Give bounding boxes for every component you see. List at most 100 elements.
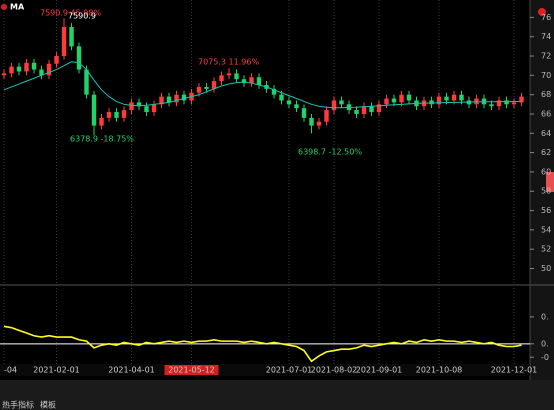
candle-body xyxy=(279,94,284,101)
candle-body xyxy=(316,121,322,126)
candle-body xyxy=(369,106,374,113)
candle-body xyxy=(444,96,449,101)
candle-body xyxy=(136,102,142,107)
price-marker xyxy=(546,172,554,192)
price-tick-label: 56 xyxy=(541,206,551,215)
price-tick-label: 50 xyxy=(541,264,551,273)
candle-body xyxy=(496,100,502,107)
candle-body xyxy=(121,110,127,118)
price-tick-label: 58 xyxy=(541,187,551,196)
candle-body xyxy=(129,102,134,111)
candle-body xyxy=(61,27,67,57)
candle-body xyxy=(181,94,187,101)
candle-body xyxy=(39,69,44,76)
price-tick-label: 64 xyxy=(541,129,551,138)
candle-body xyxy=(54,56,59,64)
date-label: 2021-02-01 xyxy=(33,366,80,375)
candle-body xyxy=(174,94,179,103)
candle-body xyxy=(511,102,517,105)
candle-body xyxy=(166,96,172,103)
candle-body xyxy=(399,94,404,103)
candle-body xyxy=(504,100,509,105)
price-tick-label: 72 xyxy=(541,52,551,61)
osc-line xyxy=(3,325,522,363)
candle-body xyxy=(391,98,397,103)
candle-body xyxy=(204,86,209,89)
price-tick-label: 76 xyxy=(541,13,551,22)
candle-body xyxy=(249,77,254,84)
date-label: 2021-12-01 xyxy=(491,366,538,375)
candle-body xyxy=(324,110,329,122)
price-annotation: 6398.7 -12.50% xyxy=(298,148,362,157)
candle-body xyxy=(436,96,442,105)
date-axis xyxy=(0,364,530,376)
date-label: -04 xyxy=(4,366,17,375)
date-label: 2021-05-12 xyxy=(168,366,215,375)
candle-body xyxy=(159,96,164,105)
alert-icon[interactable] xyxy=(538,8,546,16)
candle-body xyxy=(226,73,232,76)
candle-body xyxy=(406,94,412,101)
candle-body xyxy=(376,104,382,113)
candle-body xyxy=(1,73,7,76)
date-label: 2021-09-01 xyxy=(356,366,403,375)
candle-body xyxy=(361,106,367,114)
candle-body xyxy=(429,100,434,105)
candle-body xyxy=(489,104,494,107)
price-tick-label: 60 xyxy=(541,167,551,176)
price-annotation: 7590.9 xyxy=(68,12,96,21)
date-label: 2021-10-08 xyxy=(416,366,463,375)
candle-body xyxy=(459,94,464,101)
candle-body xyxy=(91,94,97,126)
candle-body xyxy=(234,73,239,80)
candle-body xyxy=(106,112,112,118)
price-tick-label: 62 xyxy=(541,148,551,157)
candle-body xyxy=(31,62,37,70)
osc-tick-label: 0. xyxy=(541,339,549,348)
candle-body xyxy=(354,110,359,114)
candle-body xyxy=(9,66,14,74)
tab-bar xyxy=(0,380,554,410)
candle-body xyxy=(211,81,217,89)
price-annotation: 7590.9 45.98% xyxy=(40,9,101,18)
candle-body xyxy=(451,94,457,101)
candle-body xyxy=(99,117,104,126)
tab[interactable]: 热手指标 xyxy=(2,400,34,410)
candle-body xyxy=(144,106,149,113)
candle-body xyxy=(24,62,29,72)
cursor-date-box xyxy=(164,365,219,375)
price-tick-label: 52 xyxy=(541,245,551,254)
price-annotation: 6378.9 -18.75% xyxy=(70,135,134,144)
candle-body xyxy=(151,104,157,113)
candle-body xyxy=(69,27,74,47)
candle-body xyxy=(84,69,89,95)
candle-body xyxy=(339,100,344,105)
candle-body xyxy=(114,112,119,118)
date-label: 2021-04-01 xyxy=(108,366,155,375)
date-label: 2021-08-02 xyxy=(311,366,358,375)
candle-body xyxy=(219,75,224,82)
candle-body xyxy=(331,100,337,111)
candle-body xyxy=(196,86,202,93)
candle-body xyxy=(16,66,22,72)
osc-tick-label: 0. xyxy=(541,312,549,321)
price-annotation: 7075.3 11.96% xyxy=(198,58,259,67)
candle-body xyxy=(76,46,82,70)
tab[interactable]: 模板 xyxy=(40,400,56,410)
candle-body xyxy=(46,63,52,76)
osc-tick-label: -0 xyxy=(541,353,549,362)
price-tick-label: 74 xyxy=(541,32,551,41)
candle-body xyxy=(241,79,247,84)
candle-body xyxy=(294,104,299,109)
candle-body xyxy=(271,88,277,95)
candle-body xyxy=(256,77,262,85)
price-tick-label: 54 xyxy=(541,225,551,234)
ma-line xyxy=(3,61,522,109)
price-tick-label: 66 xyxy=(541,109,551,118)
price-tick-label: 70 xyxy=(541,71,551,80)
price-tick-label: 68 xyxy=(541,90,551,99)
candle-body xyxy=(309,117,314,126)
indicator-label: MA xyxy=(10,3,25,12)
